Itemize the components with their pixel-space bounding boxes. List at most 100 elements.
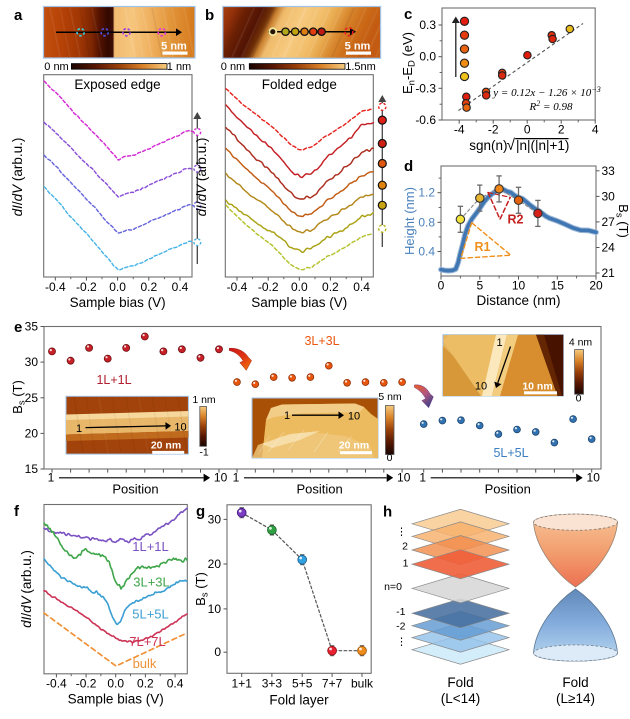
- svg-text:1: 1: [403, 558, 409, 570]
- svg-text:10: 10: [348, 411, 360, 423]
- svg-text:c: c: [404, 6, 412, 23]
- svg-text:0: 0: [387, 452, 393, 464]
- svg-text:a: a: [14, 7, 23, 24]
- svg-text:35: 35: [25, 320, 39, 334]
- svg-text:27: 27: [602, 215, 616, 229]
- svg-text:3L+3L: 3L+3L: [304, 334, 339, 348]
- svg-text:20: 20: [208, 557, 222, 571]
- svg-text:4: 4: [592, 123, 599, 137]
- svg-text:n=0: n=0: [384, 581, 402, 593]
- svg-text:10: 10: [475, 381, 487, 393]
- svg-text:Bs (T): Bs (T): [193, 572, 211, 606]
- svg-text:1: 1: [233, 471, 240, 485]
- svg-text:Fold layer: Fold layer: [269, 693, 329, 708]
- svg-text:Position: Position: [112, 482, 158, 497]
- svg-text:30: 30: [208, 512, 222, 526]
- svg-text:2: 2: [558, 123, 565, 137]
- svg-text:d: d: [404, 158, 413, 175]
- svg-text:|n|(|n|+1): |n|(|n|+1): [516, 138, 569, 153]
- svg-text:0: 0: [524, 123, 531, 137]
- svg-text:-0.4: -0.4: [45, 280, 66, 294]
- svg-text:1: 1: [48, 471, 55, 485]
- svg-text:0.2: 0.2: [322, 280, 339, 294]
- svg-text:-2: -2: [396, 621, 405, 633]
- svg-text:R2: R2: [508, 213, 524, 227]
- svg-text:Sample bias (V): Sample bias (V): [70, 295, 166, 310]
- svg-text:5 nm: 5 nm: [378, 391, 402, 403]
- svg-text:g: g: [196, 503, 205, 520]
- svg-text:Bs (T): Bs (T): [10, 380, 28, 414]
- svg-text:1.2: 1.2: [418, 186, 435, 200]
- svg-text:√: √: [507, 137, 516, 154]
- svg-text:5 nm: 5 nm: [345, 41, 371, 53]
- svg-text:24: 24: [602, 241, 616, 255]
- svg-text:20 nm: 20 nm: [339, 440, 369, 452]
- svg-text:Position: Position: [296, 482, 342, 497]
- svg-text:y = 0.12x − 1.26 × 10−3: y = 0.12x − 1.26 × 10−3: [492, 85, 600, 99]
- svg-text:h: h: [383, 504, 392, 521]
- svg-text:Bs (T): Bs (T): [614, 204, 630, 238]
- svg-text:-0.4: -0.4: [46, 677, 67, 691]
- svg-text:(L≥14): (L≥14): [556, 691, 595, 706]
- svg-text:-0.2: -0.2: [258, 280, 279, 294]
- svg-text:1 nm: 1 nm: [167, 61, 191, 73]
- svg-text:1: 1: [496, 337, 502, 349]
- svg-text:-0.6: -0.6: [415, 113, 436, 127]
- svg-text:Fold: Fold: [562, 675, 588, 690]
- svg-text:30: 30: [25, 355, 39, 369]
- svg-text:10: 10: [208, 602, 222, 616]
- svg-text:En-ED (eV): En-ED (eV): [400, 32, 418, 94]
- svg-text:5L+5L: 5L+5L: [132, 607, 169, 622]
- svg-text:5: 5: [476, 279, 483, 293]
- svg-text:Distance (nm): Distance (nm): [476, 293, 560, 308]
- svg-text:1L+1L: 1L+1L: [96, 373, 131, 387]
- svg-text:5L+5L: 5L+5L: [493, 446, 528, 460]
- svg-text:1: 1: [76, 423, 82, 435]
- svg-text:⋮: ⋮: [396, 636, 407, 648]
- svg-text:15: 15: [551, 279, 565, 293]
- svg-text:0.0: 0.0: [291, 280, 308, 294]
- svg-text:0.4: 0.4: [172, 280, 189, 294]
- svg-text:10: 10: [587, 471, 601, 485]
- svg-text:-1: -1: [396, 606, 405, 618]
- svg-text:30: 30: [602, 189, 616, 203]
- svg-text:3+3: 3+3: [262, 677, 283, 691]
- svg-text:1L+1L: 1L+1L: [132, 539, 169, 554]
- svg-text:20: 20: [25, 426, 39, 440]
- svg-text:f: f: [14, 503, 20, 520]
- svg-text:R1: R1: [475, 240, 491, 254]
- svg-text:R2 = 0.98: R2 = 0.98: [529, 99, 573, 113]
- svg-text:-4: -4: [454, 123, 465, 137]
- svg-text:bulk: bulk: [351, 677, 374, 691]
- svg-text:0.3: 0.3: [419, 18, 436, 32]
- svg-text:33: 33: [602, 164, 616, 178]
- svg-text:Fold: Fold: [447, 675, 473, 690]
- svg-text:1+1: 1+1: [232, 677, 253, 691]
- svg-text:20 nm: 20 nm: [151, 440, 181, 452]
- svg-text:7+7: 7+7: [322, 677, 343, 691]
- svg-text:sgn(n): sgn(n): [469, 138, 507, 153]
- svg-text:5+5: 5+5: [292, 677, 313, 691]
- svg-text:-0.4: -0.4: [227, 280, 248, 294]
- svg-text:0.4: 0.4: [353, 280, 370, 294]
- svg-text:-1: -1: [199, 446, 208, 458]
- svg-text:10: 10: [397, 471, 411, 485]
- svg-text:-0.2: -0.2: [76, 677, 97, 691]
- svg-text:0 nm: 0 nm: [44, 61, 68, 73]
- svg-text:e: e: [14, 319, 22, 336]
- svg-text:Sample bias (V): Sample bias (V): [68, 692, 164, 707]
- svg-text:21: 21: [602, 266, 616, 280]
- svg-text:25: 25: [25, 391, 39, 405]
- svg-text:1: 1: [419, 471, 426, 485]
- svg-text:3L+3L: 3L+3L: [133, 575, 170, 590]
- svg-text:(L<14): (L<14): [441, 691, 480, 706]
- svg-text:0.4: 0.4: [167, 677, 184, 691]
- svg-text:0.2: 0.2: [137, 677, 154, 691]
- svg-text:20: 20: [589, 279, 603, 293]
- svg-text:0: 0: [576, 393, 582, 405]
- svg-text:dI/dV (arb.u.): dI/dV (arb.u.): [194, 138, 209, 217]
- svg-text:bulk: bulk: [133, 656, 157, 671]
- svg-text:b: b: [205, 7, 214, 24]
- svg-text:15: 15: [25, 462, 39, 476]
- svg-text:dI/dV (arb.u.): dI/dV (arb.u.): [19, 550, 34, 628]
